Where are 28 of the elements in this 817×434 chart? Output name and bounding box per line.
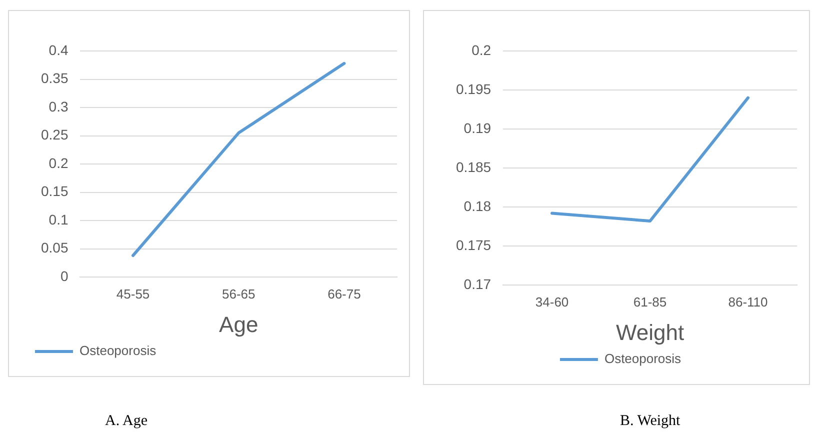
- y-tick-label: 0.17: [464, 276, 492, 292]
- text: B. Weight: [620, 413, 680, 430]
- x-tick-label: 86-110: [728, 294, 768, 310]
- x-tick-label: 34-60: [535, 294, 569, 310]
- y-tick-label: 0: [60, 268, 68, 284]
- y-tick-label: 0.4: [48, 42, 68, 58]
- y-tick-label: 0.25: [41, 126, 68, 143]
- y-tick-label: 0.2: [48, 154, 68, 171]
- y-tick-label: 0.3: [48, 98, 68, 114]
- y-tick-label: 0.35: [41, 70, 68, 86]
- x-axis-title: Weight: [616, 320, 684, 345]
- y-tick-label: 0.15: [41, 183, 68, 200]
- y-tick-label: 0.19: [464, 120, 492, 136]
- x-axis-title: Age: [219, 312, 258, 337]
- y-tick-label: 0.18: [464, 198, 492, 214]
- x-tick-label: 61-85: [633, 294, 667, 310]
- y-tick-label: 0.185: [456, 158, 492, 175]
- y-tick-label: 0.05: [41, 240, 68, 256]
- text: A. Age: [105, 413, 148, 430]
- x-tick-label: 45-55: [116, 286, 150, 302]
- legend-label: Osteoporosis: [80, 343, 157, 358]
- x-tick-label: 56-65: [222, 286, 256, 302]
- legend-label: Osteoporosis: [604, 351, 682, 366]
- y-tick-label: 0.1: [48, 211, 68, 228]
- y-tick-label: 0.2: [472, 42, 492, 58]
- y-tick-label: 0.195: [456, 80, 492, 97]
- x-tick-label: 66-75: [328, 286, 361, 302]
- y-tick-label: 0.175: [456, 236, 492, 253]
